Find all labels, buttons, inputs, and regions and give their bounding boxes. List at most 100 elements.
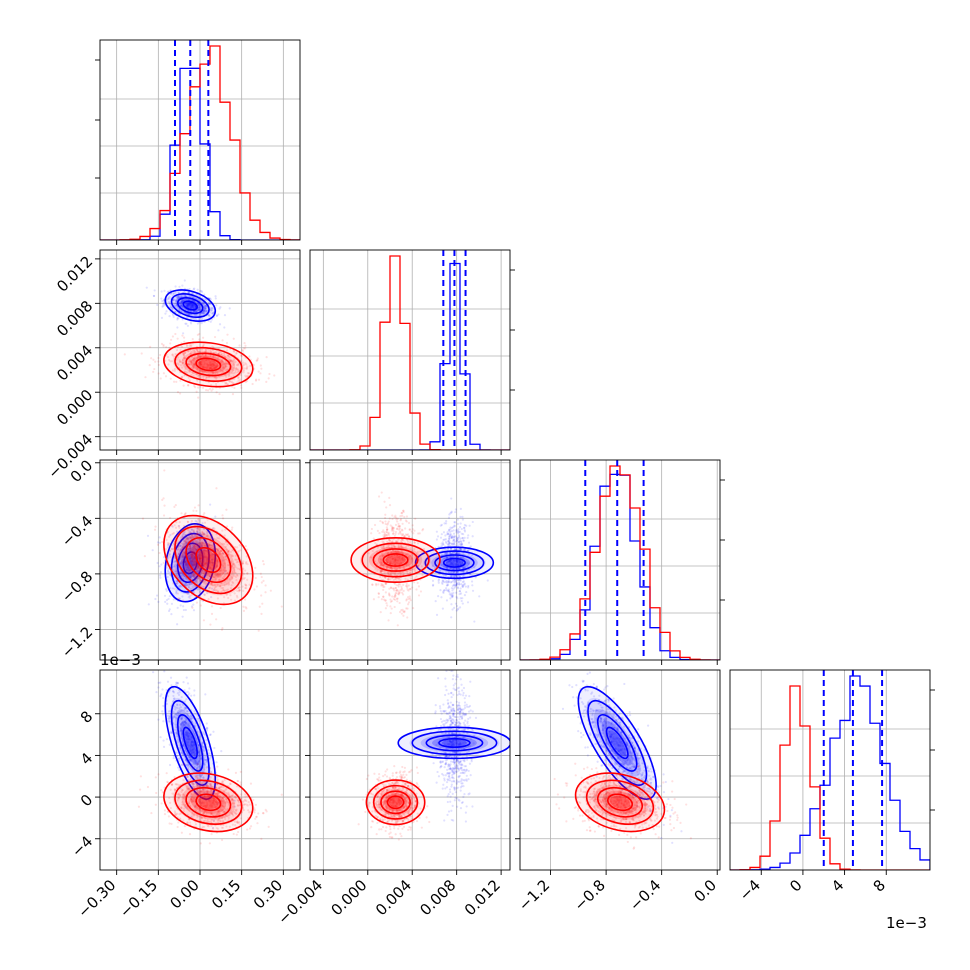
- scatter-point: [215, 376, 218, 379]
- scatter-point: [208, 362, 212, 365]
- scatter-point: [385, 602, 388, 605]
- scatter-point: [205, 575, 208, 578]
- scatter-point: [187, 313, 190, 316]
- scatter-point: [187, 376, 190, 379]
- scatter-point: [170, 548, 173, 551]
- scatter-point: [187, 554, 190, 557]
- scatter-point: [467, 549, 470, 552]
- scatter-point: [175, 589, 178, 592]
- scatter-point: [183, 290, 186, 293]
- scatter-point: [229, 359, 232, 362]
- scatter-point: [194, 584, 197, 588]
- scatter-point: [215, 365, 218, 368]
- scatter-point: [165, 298, 168, 301]
- scatter-point: [451, 563, 454, 566]
- scatter-point: [406, 540, 410, 543]
- scatter-point: [393, 589, 396, 592]
- scatter-point: [192, 603, 195, 606]
- scatter-point: [160, 563, 163, 566]
- scatter-point: [447, 542, 451, 545]
- scatter-point: [201, 580, 204, 583]
- scatter-point: [458, 575, 462, 578]
- scatter-point: [390, 551, 393, 554]
- scatter-point: [178, 526, 181, 529]
- scatter-point: [246, 548, 249, 551]
- scatter-point: [191, 305, 194, 308]
- scatter-point: [210, 582, 213, 585]
- scatter-point: [457, 540, 461, 544]
- scatter-point: [381, 522, 385, 525]
- scatter-point: [395, 588, 398, 592]
- scatter-point: [225, 508, 228, 511]
- scatter-point: [190, 303, 193, 306]
- scatter-point: [175, 521, 178, 524]
- scatter-point: [192, 574, 195, 578]
- scatter-point: [189, 545, 192, 548]
- scatter-point: [209, 566, 212, 569]
- scatter-point: [260, 367, 263, 370]
- scatter-point: [407, 552, 410, 555]
- scatter-point: [441, 579, 444, 583]
- scatter-point: [395, 556, 398, 559]
- contour-line: [434, 554, 475, 572]
- scatter-point: [396, 540, 399, 543]
- scatter-point: [191, 564, 194, 567]
- scatter-point: [211, 306, 214, 310]
- scatter-point: [185, 303, 188, 307]
- scatter-point: [237, 586, 240, 590]
- scatter-point: [188, 545, 191, 548]
- scatter-point: [380, 558, 383, 562]
- scatter-point: [456, 571, 460, 574]
- scatter-point: [415, 588, 418, 591]
- scatter-point: [223, 596, 226, 599]
- scatter-point: [384, 522, 387, 526]
- scatter-point: [211, 364, 214, 367]
- scatter-point: [211, 363, 214, 366]
- scatter-point: [450, 575, 453, 578]
- scatter-point: [379, 564, 382, 567]
- scatter-point: [461, 584, 464, 587]
- scatter-point: [224, 570, 227, 573]
- scatter-point: [399, 559, 402, 562]
- scatter-point: [396, 527, 399, 530]
- scatter-point: [200, 541, 204, 544]
- scatter-point: [162, 556, 166, 559]
- scatter-point: [185, 537, 188, 540]
- scatter-point: [445, 562, 448, 565]
- scatter-point: [214, 365, 218, 368]
- scatter-point: [378, 555, 382, 558]
- scatter-point: [152, 671, 155, 674]
- scatter-point: [217, 329, 220, 332]
- scatter-point: [173, 524, 176, 527]
- scatter-point: [197, 519, 201, 522]
- scatter-point: [190, 360, 193, 364]
- scatter-point: [400, 591, 404, 594]
- scatter-point: [385, 528, 389, 532]
- scatter-point: [169, 305, 172, 309]
- scatter-point: [450, 592, 453, 595]
- scatter-point: [463, 526, 466, 530]
- scatter-point: [447, 589, 450, 593]
- density-fill: [190, 542, 227, 578]
- scatter-point: [454, 559, 457, 562]
- scatter-point: [201, 344, 205, 347]
- scatter-point: [410, 557, 414, 560]
- scatter-point: [386, 523, 389, 526]
- scatter-point: [210, 587, 214, 590]
- scatter-point: [400, 587, 403, 590]
- scatter-point: [169, 676, 173, 679]
- scatter-point: [375, 550, 379, 553]
- scatter-point: [162, 667, 164, 669]
- scatter-point: [186, 563, 189, 566]
- scatter-point: [454, 584, 457, 587]
- scatter-point: [379, 570, 382, 573]
- scatter-point: [237, 560, 240, 563]
- scatter-point: [192, 584, 196, 587]
- scatter-point: [455, 539, 458, 543]
- scatter-point: [389, 600, 393, 603]
- scatter-point: [455, 560, 459, 563]
- scatter-point: [229, 594, 232, 597]
- scatter-point: [452, 567, 455, 570]
- scatter-point: [195, 309, 198, 313]
- scatter-point: [195, 529, 199, 533]
